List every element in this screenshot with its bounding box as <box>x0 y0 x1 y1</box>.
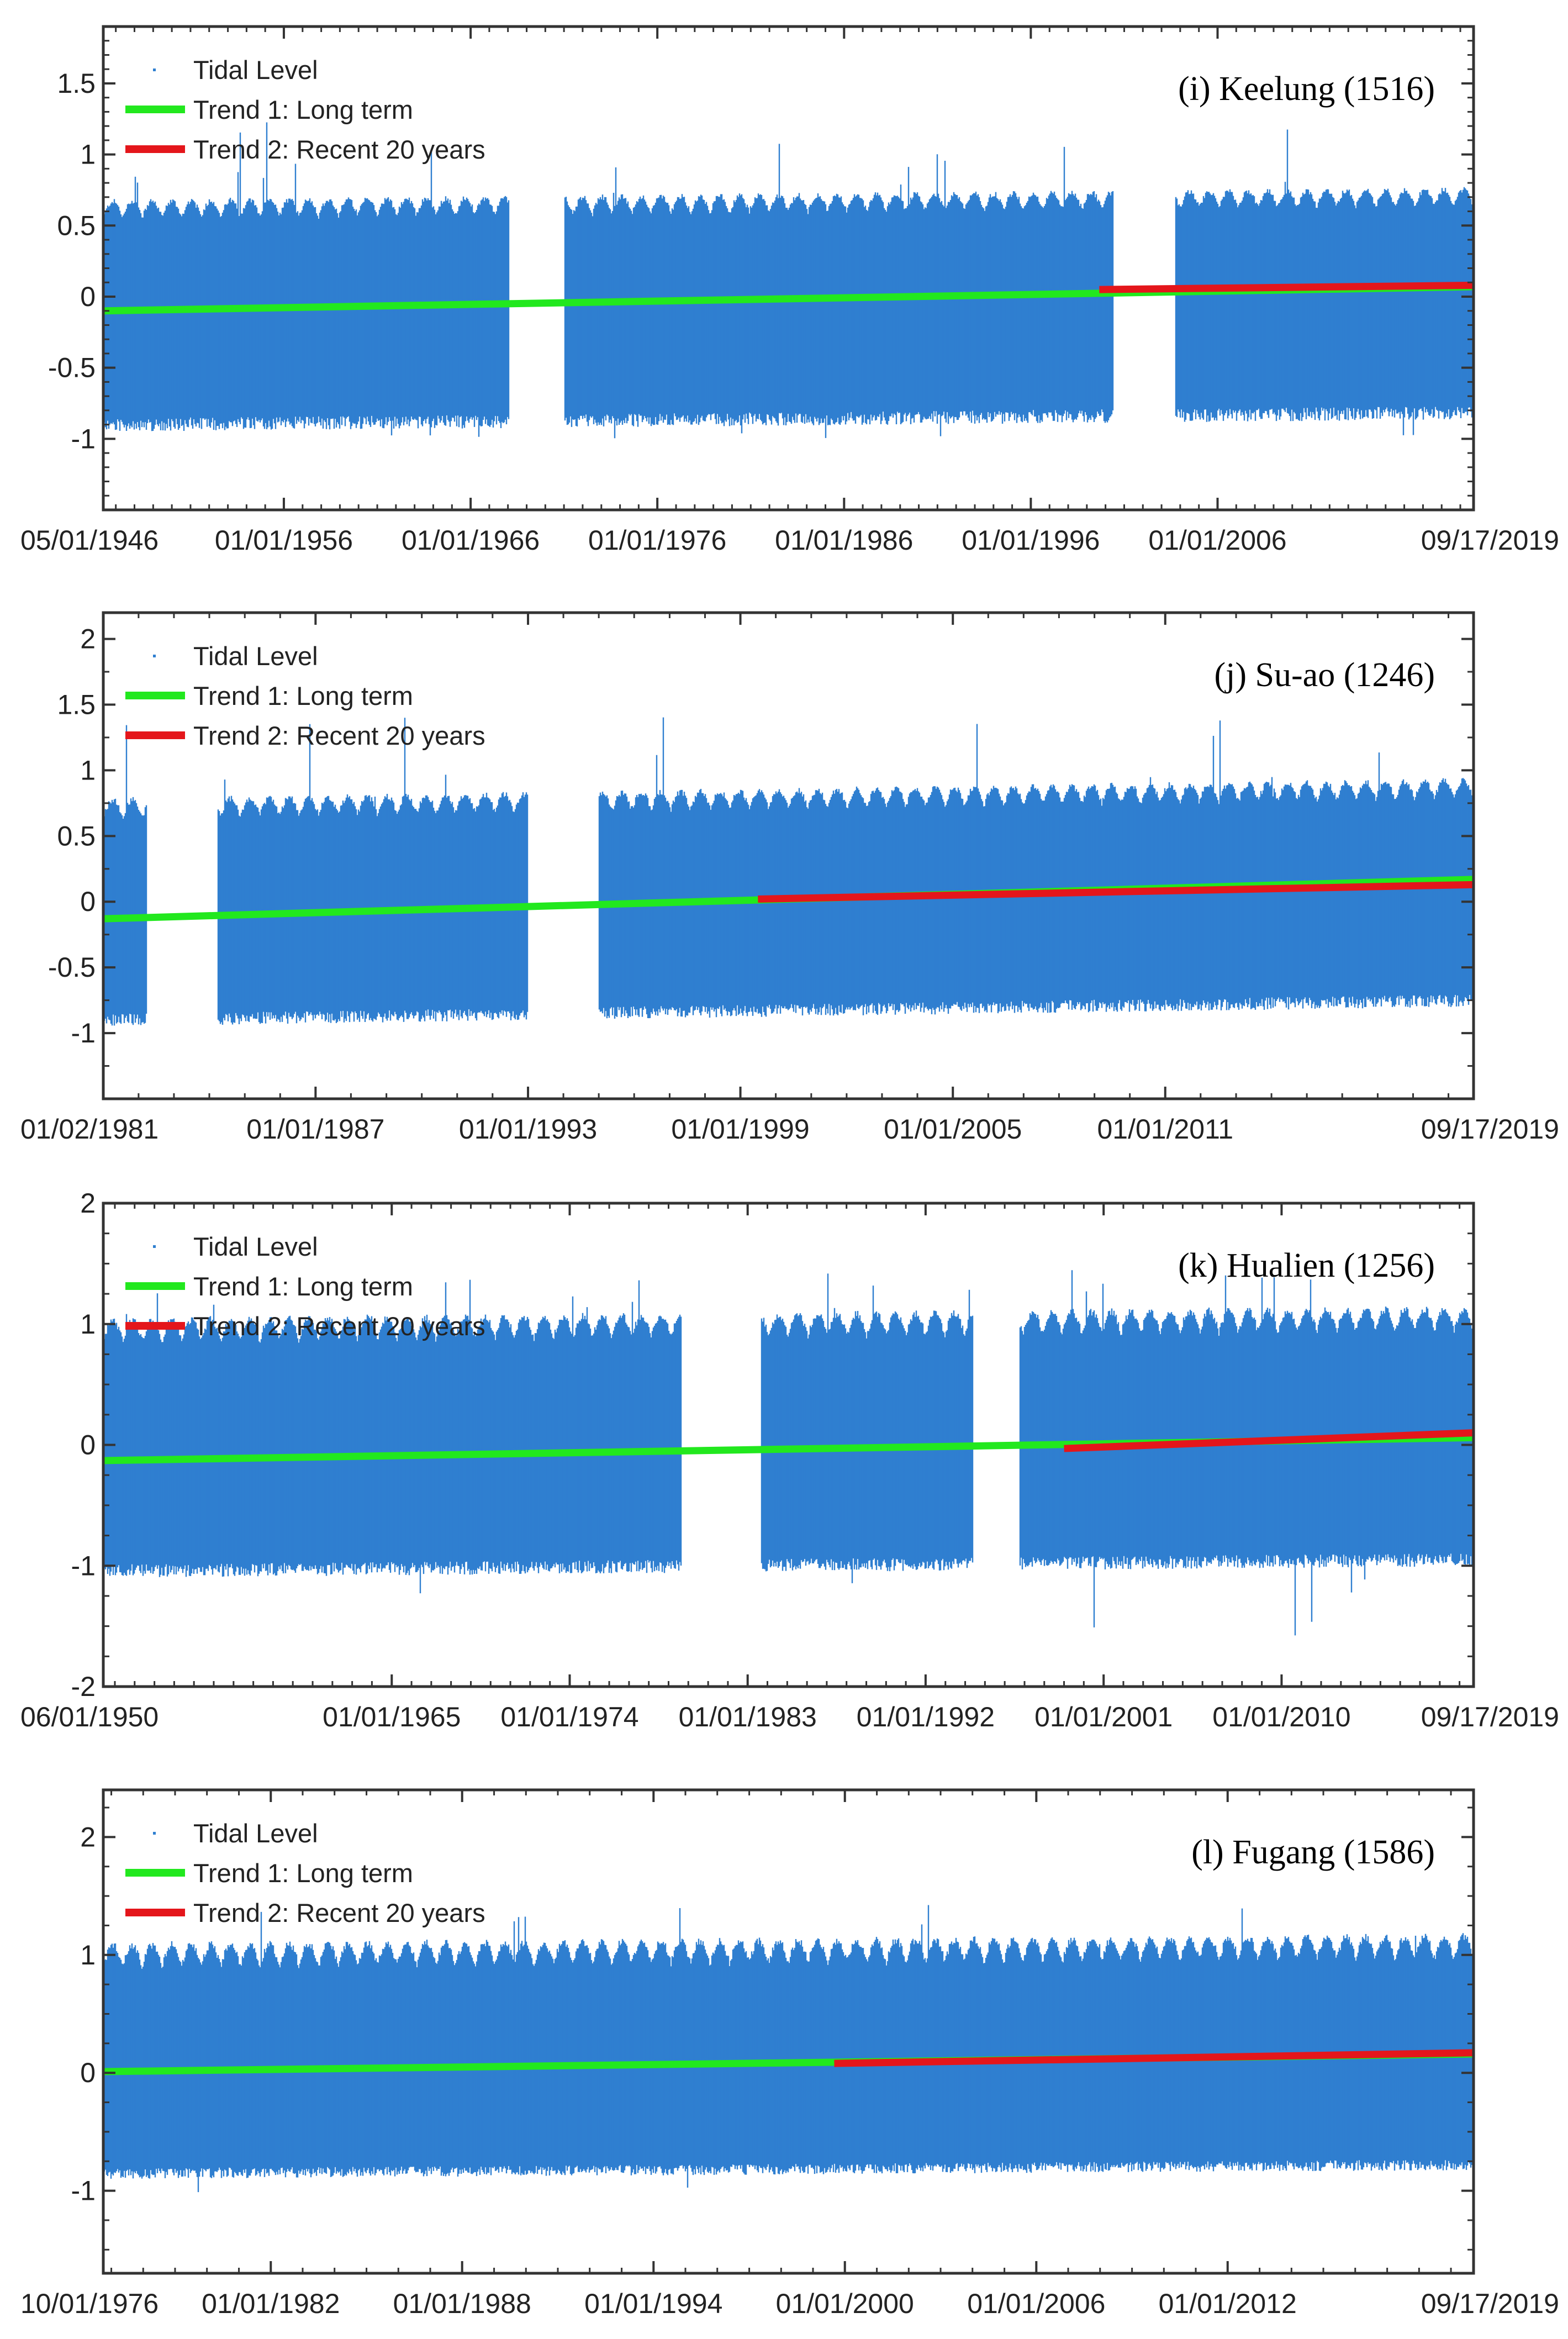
y-tick-label: -0.5 <box>48 952 96 983</box>
x-tick-label: 01/01/2005 <box>884 1114 1022 1145</box>
legend: Tidal Level Trend 1: Long term Trend 2: … <box>125 1232 485 1341</box>
legend-label-trend-1: Trend 1: Long term <box>193 1272 413 1301</box>
legend-label-trend-2: Trend 2: Recent 20 years <box>193 135 485 164</box>
x-tick-label: 01/01/1983 <box>679 1701 817 1732</box>
x-tick-label: 01/01/1999 <box>671 1114 809 1145</box>
x-tick-label: 01/02/1981 <box>20 1114 159 1145</box>
y-tick-label: 2 <box>80 1188 96 1219</box>
y-tick-label: 0 <box>80 886 96 917</box>
panel-title: (i) Keelung (1516) <box>1178 70 1435 108</box>
y-tick-label: 1 <box>80 1309 96 1340</box>
y-tick-label: 2 <box>80 624 96 655</box>
x-tick-label: 01/01/1965 <box>323 1701 461 1732</box>
x-tick-label: 01/01/1986 <box>775 525 913 556</box>
panel-title: (k) Hualien (1256) <box>1178 1247 1435 1284</box>
x-tick-label: 01/01/2011 <box>1097 1114 1233 1145</box>
trend-2-recent-20-years-line <box>1064 1429 1474 1452</box>
y-axis: 2 1 0 -1 -2 <box>71 1188 1474 1702</box>
trend-2-recent-20-years-line <box>1099 281 1474 293</box>
panel-su-ao: 21.510.50-0.5-1 01/02/1981 01/01/1987 01/0… <box>20 611 1559 1145</box>
legend-label-trend-1: Trend 1: Long term <box>193 95 413 124</box>
trend-lines <box>103 1429 1474 1464</box>
trend-2-recent-20-years-line <box>758 881 1474 903</box>
x-tick-label: 01/01/2010 <box>1212 1701 1350 1732</box>
y-tick-label: 1.5 <box>57 68 96 99</box>
tidal-level-points <box>103 1905 1473 2193</box>
tidal-level-points <box>103 717 1473 1026</box>
y-axis: 2 1.5 1 0.5 0 -0.5 -1 <box>48 624 1474 1100</box>
legend-marker-tidal-level <box>153 69 156 71</box>
plot-frame <box>102 611 1475 1100</box>
y-tick-label: 1 <box>80 139 96 170</box>
y-axis: 1.5 1 0.5 0 -0.5 -1 <box>48 40 1474 511</box>
y-tick-label: -1 <box>71 1550 96 1581</box>
x-tick-label: 01/01/1996 <box>962 525 1100 556</box>
y-tick-label: -2 <box>71 1671 96 1702</box>
y-tick-label: 0 <box>80 1430 96 1461</box>
y-tick-label: -1 <box>71 1018 96 1049</box>
legend: Tidal Level Trend 1: Long term Trend 2: … <box>125 55 485 164</box>
x-tick-label: 09/17/2019 <box>1421 525 1559 556</box>
x-tick-label: 01/01/1992 <box>857 1701 995 1732</box>
legend-label-trend-1: Trend 1: Long term <box>193 681 413 710</box>
legend-label-tidal-level: Tidal Level <box>193 55 318 85</box>
y-tick-label: 0.5 <box>57 820 96 851</box>
panel-keelung: 1.5 1 0.5 0 -0.5 -1 05/01/1946 01/01/1956 01/01… <box>20 25 1559 556</box>
y-tick-label: 0.5 <box>57 210 96 241</box>
y-tick-label: -1 <box>71 423 96 454</box>
x-tick-label: 06/01/1950 <box>20 1701 159 1732</box>
panel-title: (j) Su-ao (1246) <box>1215 656 1435 694</box>
x-tick-label: 01/01/1993 <box>459 1114 597 1145</box>
tidal-level-points <box>103 122 1473 439</box>
x-axis: 06/01/1950 01/01/1965 01/01/1974 01/01/1983… <box>20 1203 1559 1732</box>
x-tick-label: 01/01/2001 <box>1034 1701 1173 1732</box>
x-tick-label: 01/01/1974 <box>500 1701 638 1732</box>
y-tick-label: 0 <box>80 281 96 312</box>
x-tick-label: 01/01/1987 <box>246 1114 384 1145</box>
x-axis: 05/01/1946 01/01/1956 01/01/1966 01/01/1976… <box>20 27 1559 556</box>
x-tick-label: 09/17/2019 <box>1421 1701 1559 1732</box>
panel-hualien: 2 1 0 -1 -2 06/01/1950 01/01/1965 01/01/1974 01… <box>20 1188 1559 1732</box>
trend-lines <box>103 281 1474 315</box>
legend-marker-tidal-level <box>153 655 156 657</box>
y-tick-label: -0.5 <box>48 352 96 383</box>
x-tick-label: 01/01/1976 <box>588 525 726 556</box>
legend-marker-tidal-level <box>153 1245 156 1248</box>
legend-label-tidal-level: Tidal Level <box>193 1232 318 1261</box>
legend-label-trend-2: Trend 2: Recent 20 years <box>193 1311 485 1341</box>
x-tick-label: 01/01/1956 <box>215 525 353 556</box>
y-tick-label: 1 <box>80 755 96 786</box>
x-tick-label: 01/01/1966 <box>402 525 540 556</box>
x-tick-label: 01/01/2006 <box>1148 525 1286 556</box>
legend: Tidal Level Trend 1: Long term Trend 2: … <box>125 641 485 750</box>
x-tick-label: 05/01/1946 <box>20 525 159 556</box>
trend-lines <box>103 876 1474 923</box>
legend-label-trend-2: Trend 2: Recent 20 years <box>193 721 485 750</box>
legend-label-tidal-level: Tidal Level <box>193 641 318 671</box>
tidal-level-points <box>103 1270 1473 1636</box>
panel-fugang: 210-1 10/01/1976 01/01/1982 01/01/1988 01/0… <box>20 1788 1559 2319</box>
x-axis: 01/02/1981 01/01/1987 01/01/1993 01/01/1999… <box>20 613 1559 1145</box>
x-tick-label: 09/17/2019 <box>1421 1114 1559 1145</box>
y-tick-label: 1.5 <box>57 689 96 720</box>
